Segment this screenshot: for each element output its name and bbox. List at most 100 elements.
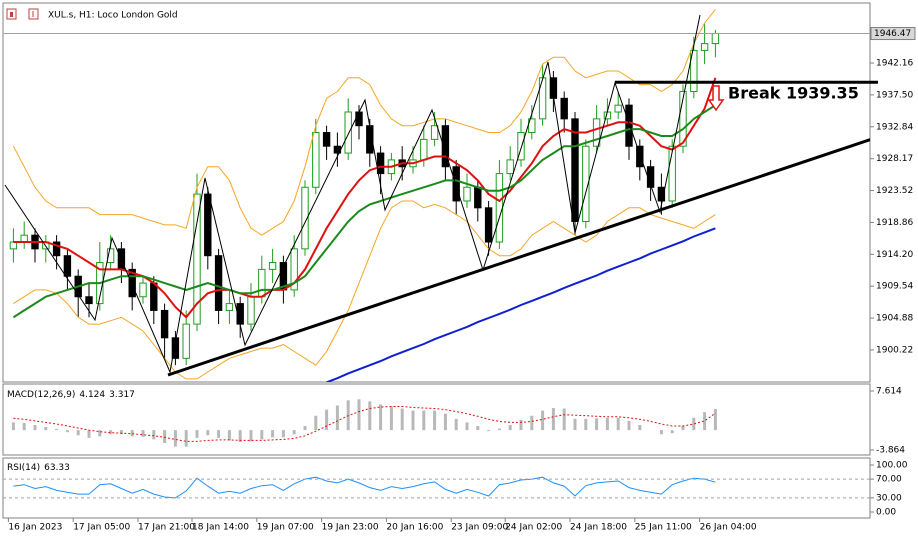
macd-bar (530, 415, 534, 431)
candle-body (560, 97, 568, 120)
macd-bar (76, 430, 80, 436)
x-tick-label: 17 Jan 05:00 (73, 523, 130, 533)
candle-body (506, 159, 514, 175)
macd-bar (303, 426, 307, 431)
candle-body (171, 337, 180, 359)
macd-bar (573, 418, 577, 431)
macd-value: 4.124 (79, 390, 105, 400)
candle-body (711, 33, 720, 45)
candle-body (679, 90, 687, 147)
candle-body (63, 255, 72, 277)
candle-body (355, 111, 363, 127)
chart-title: XUL.s, H1: Loco London Gold (48, 11, 178, 21)
candle-body (614, 104, 622, 113)
candle-body (376, 152, 385, 175)
macd-bar (616, 417, 620, 431)
macd-bar (703, 412, 707, 431)
macd-bar (184, 430, 188, 447)
macd-bar (562, 408, 566, 431)
rsi-plot (13, 476, 716, 499)
macd-bar (238, 430, 242, 442)
break-arrow (707, 85, 725, 112)
candle-body (668, 145, 676, 202)
macd-bar (627, 420, 631, 431)
candle-body (52, 241, 61, 257)
macd-bar (195, 430, 199, 438)
y-tick-label: 1942.16 (876, 59, 913, 69)
y-tick-label: 1932.84 (876, 122, 913, 132)
y-tick-label: 1937.50 (876, 90, 913, 100)
macd-bar (22, 422, 26, 431)
candle-body (636, 145, 644, 168)
macd-bar (292, 430, 296, 435)
candle-body (20, 234, 28, 243)
candle-body (139, 282, 147, 298)
current-price-box (870, 27, 916, 41)
x-tick-label: 24 Jan 02:00 (505, 523, 562, 533)
macd-bar (206, 430, 210, 436)
overlay-line (13, 77, 717, 319)
macd-bar (163, 430, 167, 443)
price-plot (3, 9, 870, 382)
candle-body (441, 125, 450, 168)
candle-body (625, 104, 633, 147)
macd-bar (443, 413, 447, 431)
candle-body (301, 186, 309, 250)
trend-line (167, 138, 870, 377)
rsi-title: RSI(14) (7, 463, 40, 473)
x-tick-label: 20 Jan 16:00 (386, 523, 443, 533)
rsi-panel (2, 457, 871, 519)
overlay-line (13, 200, 716, 380)
macd-bar (584, 418, 588, 431)
macd-bar (281, 430, 285, 438)
signal-value: 3.317 (109, 390, 135, 400)
y-tick-label: 1909.54 (876, 282, 913, 292)
macd-legend: MACD(12,26,9) 4.124 3.317 (7, 390, 135, 400)
candle-body (214, 255, 223, 311)
macd-bar (44, 427, 48, 431)
y-tick-label: -3.864 (876, 446, 905, 456)
candle-body (463, 186, 471, 202)
candle-body (85, 296, 93, 305)
macd-bar (173, 430, 177, 447)
macd-bar (357, 399, 361, 431)
y-tick-label: 1918.86 (876, 218, 913, 228)
candle-body (182, 323, 190, 359)
macd-bar (497, 428, 501, 431)
x-tick-label: 26 Jan 04:00 (700, 523, 757, 533)
y-tick-label: 1923.52 (876, 186, 913, 196)
macd-bar (379, 404, 383, 431)
candle-body (495, 173, 504, 243)
candle-body (474, 186, 482, 209)
x-tick-label: 18 Jan 14:00 (192, 523, 249, 533)
macd-bar (670, 430, 674, 434)
candle-body (517, 132, 525, 161)
macd-bar (368, 401, 372, 431)
macd-bar (681, 426, 685, 431)
candle-body (657, 186, 666, 202)
macd-bar (541, 410, 545, 431)
candle-body (484, 207, 493, 243)
candle-body (258, 268, 266, 298)
candle-body (452, 166, 460, 202)
macd-bar (33, 424, 37, 431)
macd-title: MACD(12,26,9) (7, 390, 75, 400)
candle-body (225, 303, 234, 311)
macd-bar (65, 430, 69, 433)
x-tick-label: 19 Jan 23:00 (322, 523, 379, 533)
rsi-legend: RSI(14) 63.33 (7, 463, 70, 473)
y-tick-label: 1914.20 (876, 250, 913, 260)
y-tick-label: 7.614 (876, 387, 902, 397)
macd-bar (152, 430, 156, 440)
y-tick-label: 1904.88 (876, 314, 913, 324)
candle-body (312, 132, 320, 188)
y-tick-label: 0.00 (876, 508, 896, 518)
macd-bar (141, 430, 145, 437)
candle-body (160, 309, 169, 339)
current-price-label: 1946.47 (874, 29, 911, 39)
break-annotation: Break 1939.35 (728, 84, 859, 103)
macd-bar (638, 424, 642, 431)
macd-bar (476, 426, 480, 431)
macd-bar (508, 424, 512, 431)
